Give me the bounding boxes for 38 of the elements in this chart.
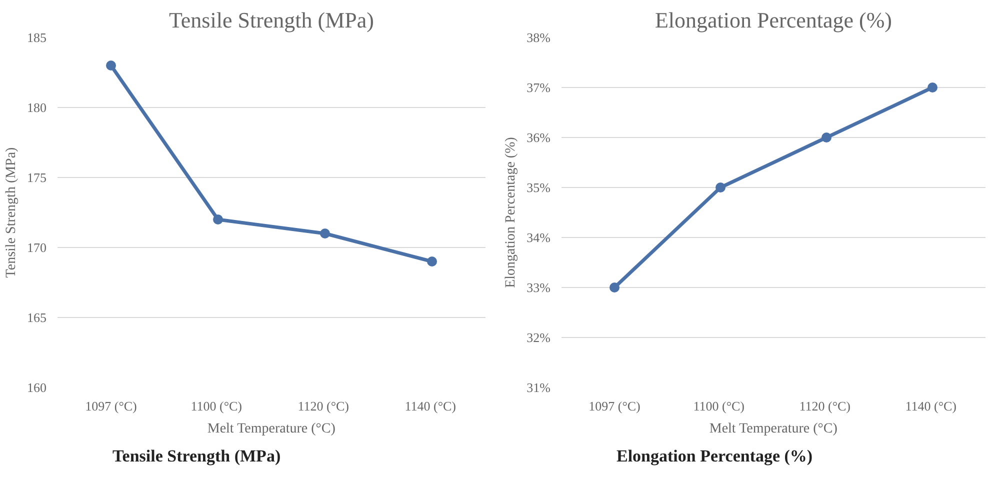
y-tick-label: 31% bbox=[526, 380, 551, 395]
y-axis-title: Elongation Percentage (%) bbox=[504, 136, 519, 288]
y-tick-label: 160 bbox=[27, 380, 46, 395]
chart-title: Tensile Strength (MPa) bbox=[169, 8, 374, 32]
x-tick-label: 1120 (°C) bbox=[799, 398, 851, 414]
y-tick-label: 165 bbox=[27, 310, 46, 325]
y-tick-label: 35% bbox=[526, 180, 551, 195]
x-tick-label: 1100 (°C) bbox=[693, 398, 745, 414]
y-tick-label: 180 bbox=[27, 100, 46, 115]
point bbox=[213, 214, 223, 224]
x-tick-label: 1140 (°C) bbox=[404, 398, 456, 414]
x-axis-title: Melt Temperature (°C) bbox=[207, 422, 336, 436]
y-axis-title: Tensile Strength (MPa) bbox=[4, 146, 19, 278]
y-tick-label: 175 bbox=[27, 170, 46, 185]
point bbox=[320, 228, 330, 238]
x-tick-label: 1140 (°C) bbox=[905, 398, 957, 414]
point bbox=[716, 182, 726, 192]
y-tick-label: 185 bbox=[27, 30, 46, 45]
point bbox=[610, 282, 620, 292]
y-tick-label: 34% bbox=[526, 230, 551, 245]
y-tick-label: 32% bbox=[526, 330, 551, 345]
point bbox=[427, 256, 437, 266]
x-tick-label: 1097 (°C) bbox=[588, 398, 640, 414]
x-tick-label: 1100 (°C) bbox=[190, 398, 242, 414]
x-tick-label: 1097 (°C) bbox=[85, 398, 137, 414]
point bbox=[106, 60, 116, 70]
y-tick-label: 37% bbox=[526, 80, 551, 95]
point bbox=[822, 132, 832, 142]
text: Tensile Strength (MPa) bbox=[112, 446, 281, 466]
y-tick-label: 33% bbox=[526, 280, 551, 295]
text: Elongation Percentage (%) bbox=[616, 446, 813, 466]
y-tick-label: 36% bbox=[526, 130, 551, 145]
y-tick-label: 38% bbox=[526, 30, 551, 45]
x-tick-label: 1120 (°C) bbox=[298, 398, 350, 414]
point bbox=[928, 82, 938, 92]
y-tick-label: 170 bbox=[27, 240, 46, 255]
x-axis-title: Melt Temperature (°C) bbox=[709, 422, 838, 436]
chart-title: Elongation Percentage (%) bbox=[654, 8, 892, 32]
